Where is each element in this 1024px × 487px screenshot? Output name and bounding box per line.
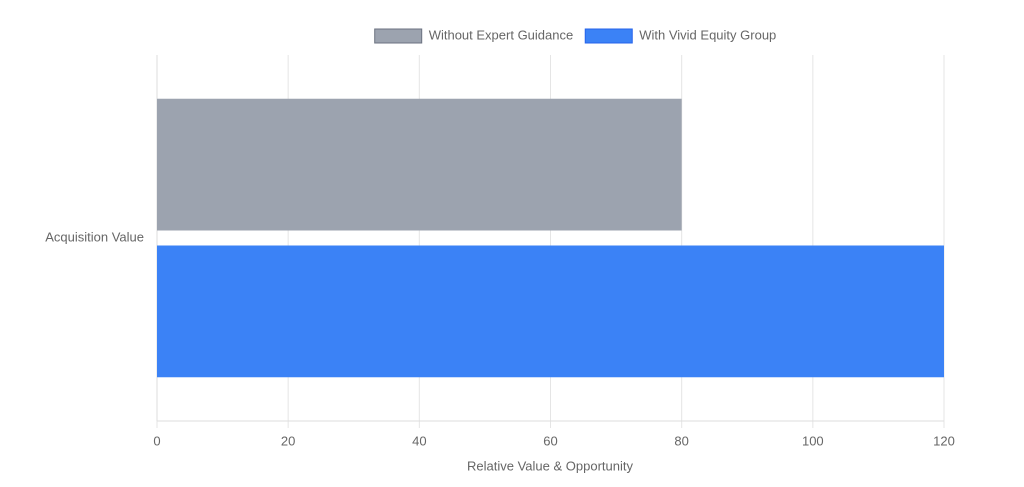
legend-swatch [374, 28, 423, 44]
legend-label: Without Expert Guidance [429, 27, 574, 42]
bar [157, 245, 944, 378]
x-tick-label: 60 [543, 433, 557, 448]
legend-swatch [584, 28, 633, 44]
x-tick-label: 80 [674, 433, 688, 448]
x-tick-label: 0 [153, 433, 160, 448]
x-tick-label: 40 [412, 433, 426, 448]
legend-label: With Vivid Equity Group [639, 27, 776, 42]
y-tick-label: Acquisition Value [45, 229, 144, 244]
x-tick-label: 20 [281, 433, 295, 448]
x-tick-label: 120 [933, 433, 955, 448]
x-tick-label: 100 [802, 433, 824, 448]
bar [157, 98, 682, 231]
x-axis-title: Relative Value & Opportunity [467, 458, 633, 473]
